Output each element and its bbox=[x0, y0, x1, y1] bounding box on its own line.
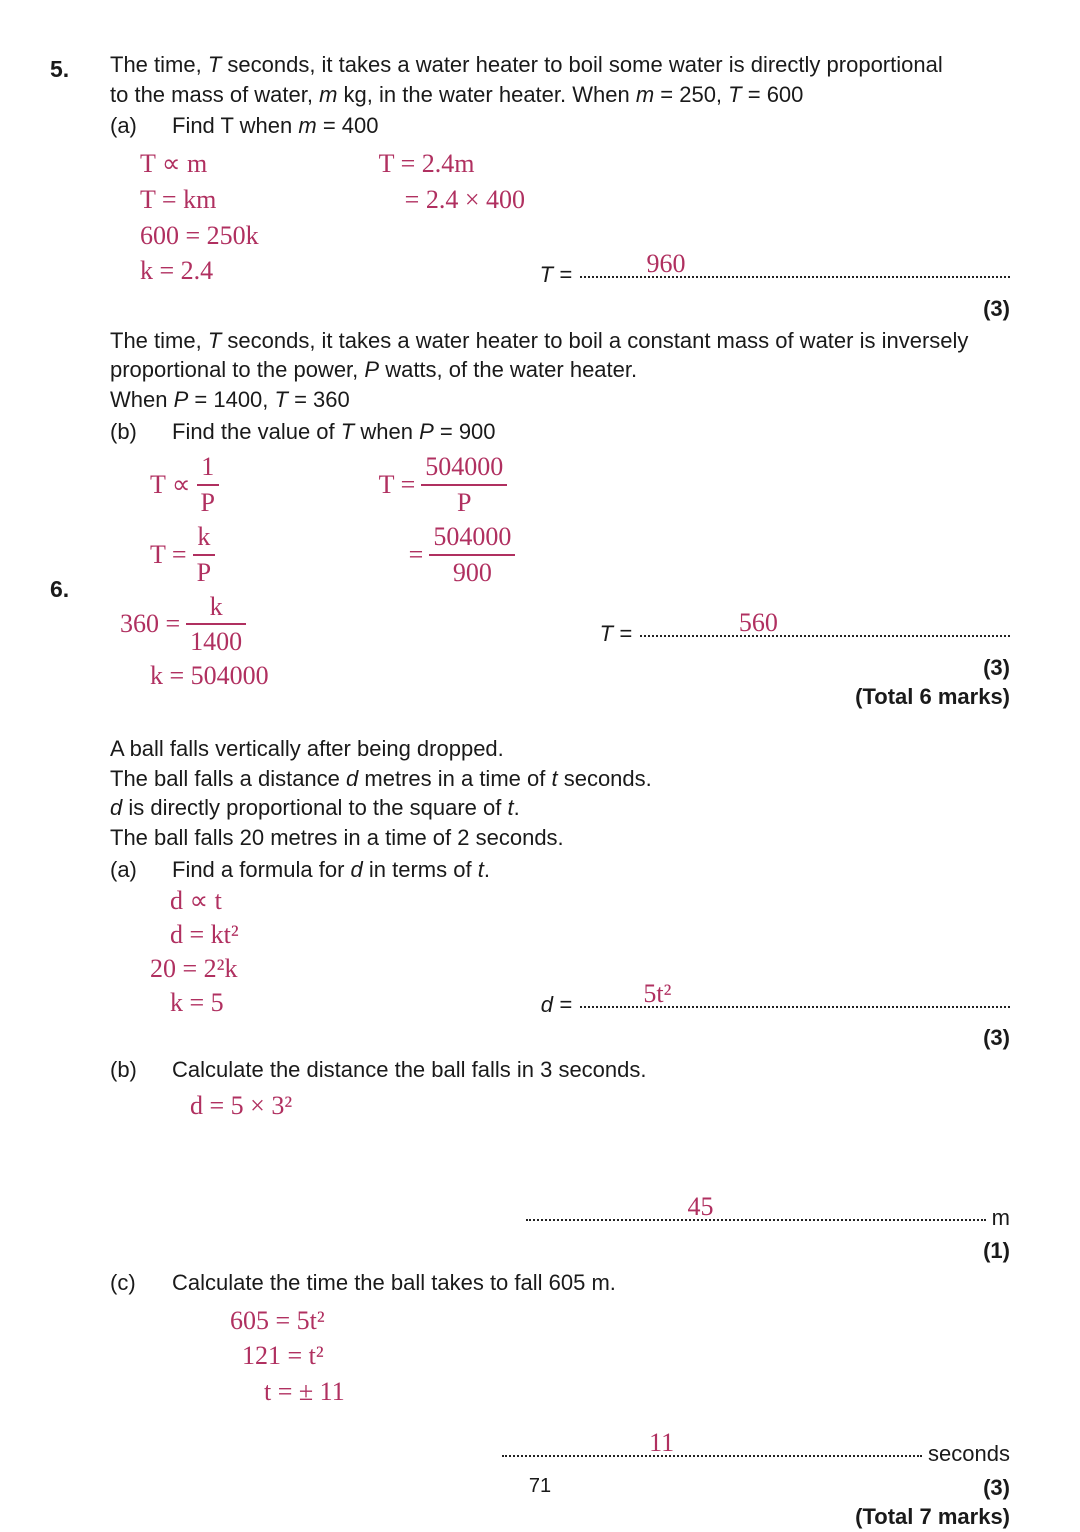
q5-mid-l2: proportional to the power, P watts, of t… bbox=[110, 355, 1010, 385]
q5-stem-l2: to the mass of water, m kg, in the water… bbox=[110, 80, 1010, 110]
q5a: (a) Find T when m = 400 bbox=[110, 111, 1010, 141]
q6-stem-l3: d is directly proportional to the square… bbox=[110, 793, 1010, 823]
q5b-work-left: T ∝ 1P T = kP 360 = k1400 k = 504000 bbox=[150, 450, 269, 693]
question-6-body: A ball falls vertically after being drop… bbox=[110, 734, 1010, 1532]
page-number: 71 bbox=[0, 1473, 1080, 1500]
q5a-label: (a) bbox=[110, 111, 144, 141]
q6c-text: Calculate the time the ball takes to fal… bbox=[172, 1268, 616, 1298]
q6-stem-l1: A ball falls vertically after being drop… bbox=[110, 734, 1010, 764]
q6a-text: Find a formula for d in terms of t. bbox=[172, 855, 490, 885]
q6b-work: d = 5 × 3² bbox=[190, 1089, 1010, 1123]
q6a-answer: 5t² bbox=[643, 977, 671, 1011]
q5b-label: (b) bbox=[110, 417, 144, 447]
q6c-answer: 11 bbox=[649, 1426, 674, 1460]
q5a-marks: (3) bbox=[110, 294, 1010, 324]
question-number-6: 6. bbox=[50, 574, 69, 605]
q6a: (a) Find a formula for d in terms of t. bbox=[110, 855, 1010, 885]
q6a-label: (a) bbox=[110, 855, 144, 885]
q5-mid-l1: The time, T seconds, it takes a water he… bbox=[110, 326, 1010, 356]
q6c-label: (c) bbox=[110, 1268, 144, 1298]
q5a-answer: 960 bbox=[647, 247, 686, 281]
question-number-5: 5. bbox=[50, 54, 69, 85]
q5b-text: Find the value of T when P = 900 bbox=[172, 417, 496, 447]
q5b-ans-prefix: T = bbox=[600, 619, 632, 649]
q6c: (c) Calculate the time the ball takes to… bbox=[110, 1268, 1010, 1298]
question-5-body: The time, T seconds, it takes a water he… bbox=[110, 50, 1010, 712]
q5-stem-l1: The time, T seconds, it takes a water he… bbox=[110, 50, 1010, 80]
q6a-ans-prefix: d = bbox=[541, 990, 572, 1020]
q5b-answer: 560 bbox=[739, 606, 778, 640]
q6-total: (Total 7 marks) bbox=[110, 1502, 1010, 1532]
q5a-ans-prefix: T = bbox=[540, 260, 572, 290]
q6c-unit: seconds bbox=[928, 1439, 1010, 1469]
q6a-marks: (3) bbox=[110, 1023, 1010, 1053]
q5-mid-l3: When P = 1400, T = 360 bbox=[110, 385, 1010, 415]
q6c-work: 605 = 5t² 121 = t² t = ± 11 bbox=[230, 1304, 1010, 1409]
q6-stem-l4: The ball falls 20 metres in a time of 2 … bbox=[110, 823, 1010, 853]
q5b-work-right: T = 504000P = 504000900 bbox=[379, 450, 516, 693]
q6b-marks: (1) bbox=[110, 1236, 1010, 1266]
q6-stem-l2: The ball falls a distance d metres in a … bbox=[110, 764, 1010, 794]
q6b-text: Calculate the distance the ball falls in… bbox=[172, 1055, 647, 1085]
q5a-text: Find T when m = 400 bbox=[172, 111, 378, 141]
q6b: (b) Calculate the distance the ball fall… bbox=[110, 1055, 1010, 1085]
q6b-label: (b) bbox=[110, 1055, 144, 1085]
q6b-unit: m bbox=[992, 1203, 1010, 1233]
q6b-answer: 45 bbox=[687, 1190, 713, 1224]
q5b: (b) Find the value of T when P = 900 bbox=[110, 417, 1010, 447]
